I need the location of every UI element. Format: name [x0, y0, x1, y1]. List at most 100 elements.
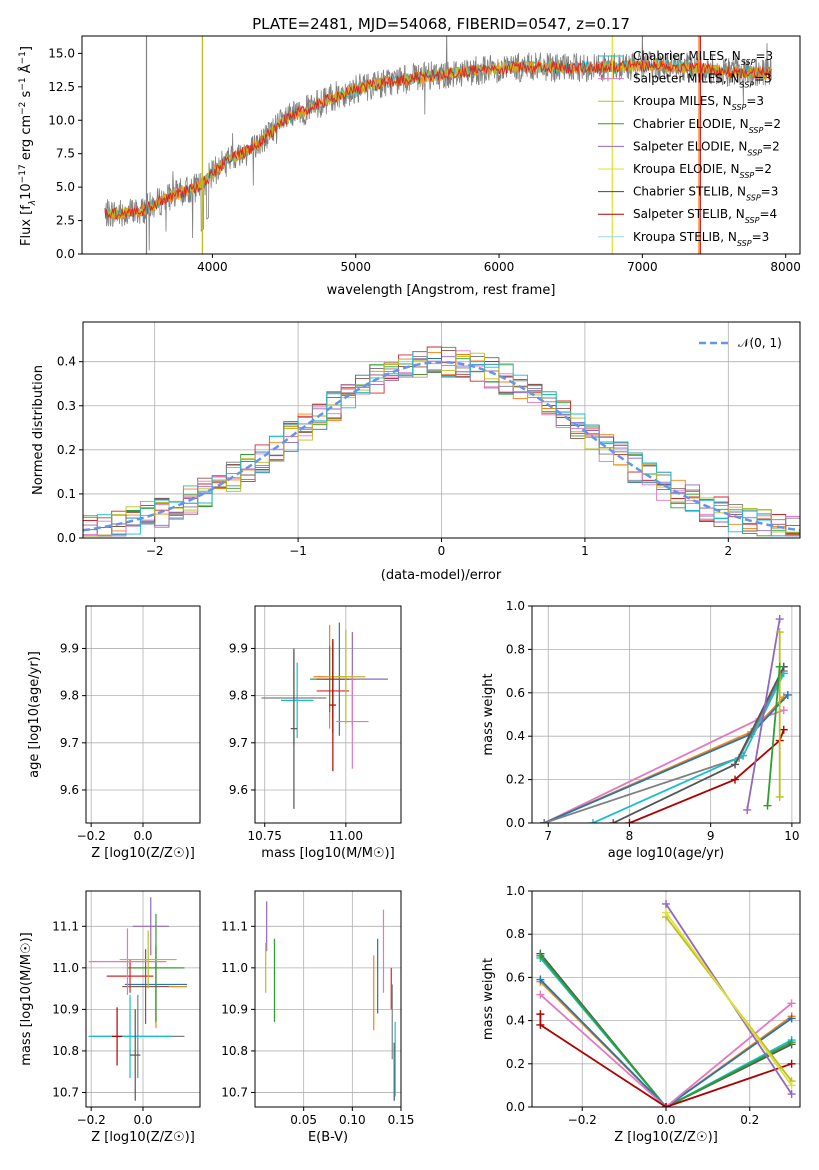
hist-y-tick-label: 0.2 — [57, 443, 76, 457]
y-tick-label: 11.1 — [221, 919, 248, 933]
panel-frame — [254, 605, 402, 824]
weight-line — [539, 994, 793, 1107]
spectrum-frame — [81, 35, 801, 255]
spectrum-x-label: wavelength [Angstrom, rest frame] — [327, 283, 556, 298]
legend-entry: Chabrier MILES, NSSP=3 — [633, 49, 773, 67]
y-tick-label: 9.6 — [229, 783, 248, 797]
model-spectrum — [104, 59, 772, 220]
legend-entry: Kroupa MILES, NSSP=3 — [633, 94, 764, 112]
gauss-curve — [83, 360, 800, 532]
mass-vs-ebv-panel: 0.05 0.10 0.15 10.7 10.8 10.9 11.0 11.1 E(B-V) — [221, 890, 414, 1145]
x-tick-label: 9 — [707, 829, 715, 843]
weight-line — [539, 955, 793, 1107]
y-axis-label: mass weight — [481, 958, 496, 1040]
y-tick-label: 0.0 — [506, 1100, 525, 1114]
weight-marker — [787, 999, 796, 1008]
spectrum-x-tick-label: 5000 — [340, 260, 371, 274]
legend-entry: Chabrier STELIB, NSSP=3 — [633, 185, 778, 203]
x-tick-label: 11.00 — [329, 829, 363, 843]
histogram-legend: 𝒩(0, 1) — [699, 336, 782, 350]
weight-line — [539, 981, 793, 1107]
legend-entry: Kroupa ELODIE, NSSP=2 — [633, 162, 772, 180]
x-tick-label: −0.2 — [77, 829, 106, 843]
spectrum-panel: PLATE=2481, MJD=54068, FIBERID=0547, z=0… — [18, 15, 801, 298]
spectrum-y-tick-label: 10.0 — [48, 113, 75, 127]
y-tick-label: 10.7 — [221, 1085, 248, 1099]
x-tick-label: 7 — [544, 829, 552, 843]
weight-line — [543, 694, 789, 823]
y-tick-label: 0.8 — [506, 642, 525, 656]
hist-x-tick-label: 1 — [581, 544, 589, 558]
weight-line — [539, 953, 793, 1107]
y-axis-label: mass weight — [481, 673, 496, 755]
spectrum-y-tick-label: 15.0 — [48, 46, 75, 60]
mass-weight-vs-metallicity-panel: −0.2 0.0 0.2 0.0 0.2 0.4 0.6 0.8 1.0 Z [log10(Z/Z… — [481, 884, 801, 1145]
y-tick-label: 0.4 — [506, 1014, 525, 1028]
histogram-y-label: Normed distribution — [31, 365, 46, 495]
x-axis-label: Z [log10(Z/Z☉)] — [614, 1130, 718, 1145]
legend-entry: Salpeter STELIB, NSSP=4 — [633, 207, 777, 225]
legend-entry: Salpeter MILES, NSSP=3 — [633, 72, 772, 90]
spectrum-y-tick-label: 0.0 — [56, 247, 75, 261]
y-tick-label: 9.8 — [60, 689, 79, 703]
x-tick-label: 0.0 — [133, 829, 152, 843]
legend-entry: Kroupa STELIB, NSSP=3 — [633, 230, 769, 248]
panel-frame — [531, 605, 801, 824]
hist-y-tick-label: 0.4 — [57, 355, 76, 369]
spectrum-x-tick-label: 6000 — [484, 260, 515, 274]
gauss-legend-label: 𝒩(0, 1) — [738, 336, 782, 350]
weight-line — [665, 912, 793, 1086]
x-tick-label: −0.2 — [568, 1113, 597, 1127]
y-tick-label: 11.1 — [52, 919, 79, 933]
panel-frame — [85, 890, 201, 1108]
legend-entry: Salpeter ELODIE, NSSP=2 — [633, 139, 780, 157]
x-axis-label: E(B-V) — [308, 1130, 348, 1145]
y-tick-label: 9.8 — [229, 689, 248, 703]
weight-marker — [779, 725, 788, 734]
weight-marker — [775, 662, 784, 671]
spectrum-title: PLATE=2481, MJD=54068, FIBERID=0547, z=0… — [252, 15, 630, 33]
weight-marker — [787, 1059, 796, 1068]
spectrum-x-tick-label: 7000 — [627, 260, 658, 274]
y-tick-label: 10.9 — [52, 1002, 79, 1016]
weight-marker — [662, 899, 670, 908]
y-tick-label: 10.7 — [52, 1085, 79, 1099]
spectrum-y-tick-label: 5.0 — [56, 180, 75, 194]
y-tick-label: 1.0 — [506, 599, 525, 613]
panel-frame — [254, 890, 402, 1108]
weight-marker — [536, 1010, 545, 1019]
spectrum-x-tick-label: 4000 — [197, 260, 228, 274]
weight-marker — [787, 1014, 796, 1023]
y-tick-label: 0.8 — [506, 927, 525, 941]
x-axis-label: Z [log10(Z/Z☉)] — [91, 846, 195, 861]
mass-vs-metallicity-panel: −0.2 0.0 10.7 10.8 10.9 11.0 11.1 Z [log10(Z/Z☉… — [19, 890, 201, 1145]
weight-marker — [783, 690, 792, 699]
spectrum-y-tick-label: 7.5 — [56, 147, 75, 161]
x-tick-label: 0.10 — [339, 1113, 366, 1127]
y-tick-label: 9.9 — [60, 641, 79, 655]
weight-marker — [775, 628, 784, 637]
hist-x-tick-label: −1 — [289, 544, 307, 558]
x-axis-label: mass [log10(M/M☉)] — [261, 846, 394, 861]
x-tick-label: 10.75 — [248, 829, 282, 843]
hist-x-tick-label: −2 — [146, 544, 164, 558]
mass-weight-vs-age-panel: 7 8 9 10 0.0 0.2 0.4 0.6 0.8 1.0 age log10(age/yr)… — [481, 599, 801, 861]
weight-line — [539, 978, 793, 1107]
x-tick-label: 0.05 — [290, 1113, 317, 1127]
weight-marker — [662, 1103, 670, 1107]
panel-frame — [85, 605, 201, 824]
weight-marker — [775, 792, 784, 801]
y-tick-label: 11.0 — [221, 961, 248, 975]
spectrum-y-tick-label: 2.5 — [56, 214, 75, 228]
y-tick-label: 10.8 — [52, 1044, 79, 1058]
weight-marker — [787, 1081, 796, 1090]
x-tick-label: 8 — [626, 829, 634, 843]
weight-marker — [536, 1020, 545, 1029]
weight-marker — [540, 819, 549, 823]
weight-marker — [775, 615, 784, 624]
weight-marker — [536, 975, 545, 984]
histogram-step — [83, 349, 800, 532]
y-tick-label: 9.7 — [60, 736, 79, 750]
weight-marker — [739, 751, 748, 760]
